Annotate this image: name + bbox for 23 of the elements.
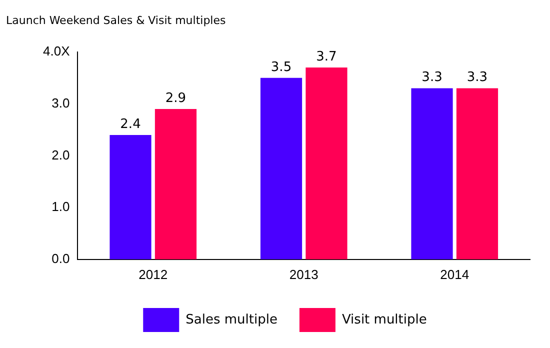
bar bbox=[456, 88, 498, 260]
bar bbox=[154, 109, 197, 260]
x-tick-label: 2013 bbox=[289, 266, 318, 282]
y-tick-label: 4.0X bbox=[42, 44, 70, 59]
data-label: 3.5 bbox=[270, 60, 292, 75]
data-label: 2.4 bbox=[120, 116, 141, 132]
legend-label: Visit multiple bbox=[342, 312, 427, 328]
legend-label: Sales multiple bbox=[186, 312, 278, 328]
bar bbox=[411, 88, 453, 260]
y-tick-label: 0.0 bbox=[52, 250, 70, 266]
data-label: 2.9 bbox=[165, 90, 186, 106]
x-tick-label: 2012 bbox=[138, 266, 168, 282]
x-tick-label: 2014 bbox=[440, 266, 470, 282]
bar bbox=[306, 68, 348, 260]
data-label: 3.3 bbox=[422, 70, 442, 86]
chart-title: Launch Weekend Sales & Visit multiples bbox=[6, 14, 226, 27]
bar bbox=[110, 134, 152, 260]
data-label: 3.7 bbox=[316, 49, 337, 64]
y-tick-label: 3.0 bbox=[52, 95, 70, 110]
data-label: 3.3 bbox=[466, 70, 488, 86]
y-tick-label: 2.0 bbox=[52, 147, 70, 162]
bar bbox=[260, 78, 302, 260]
y-tick-label: 1.0 bbox=[52, 199, 70, 214]
